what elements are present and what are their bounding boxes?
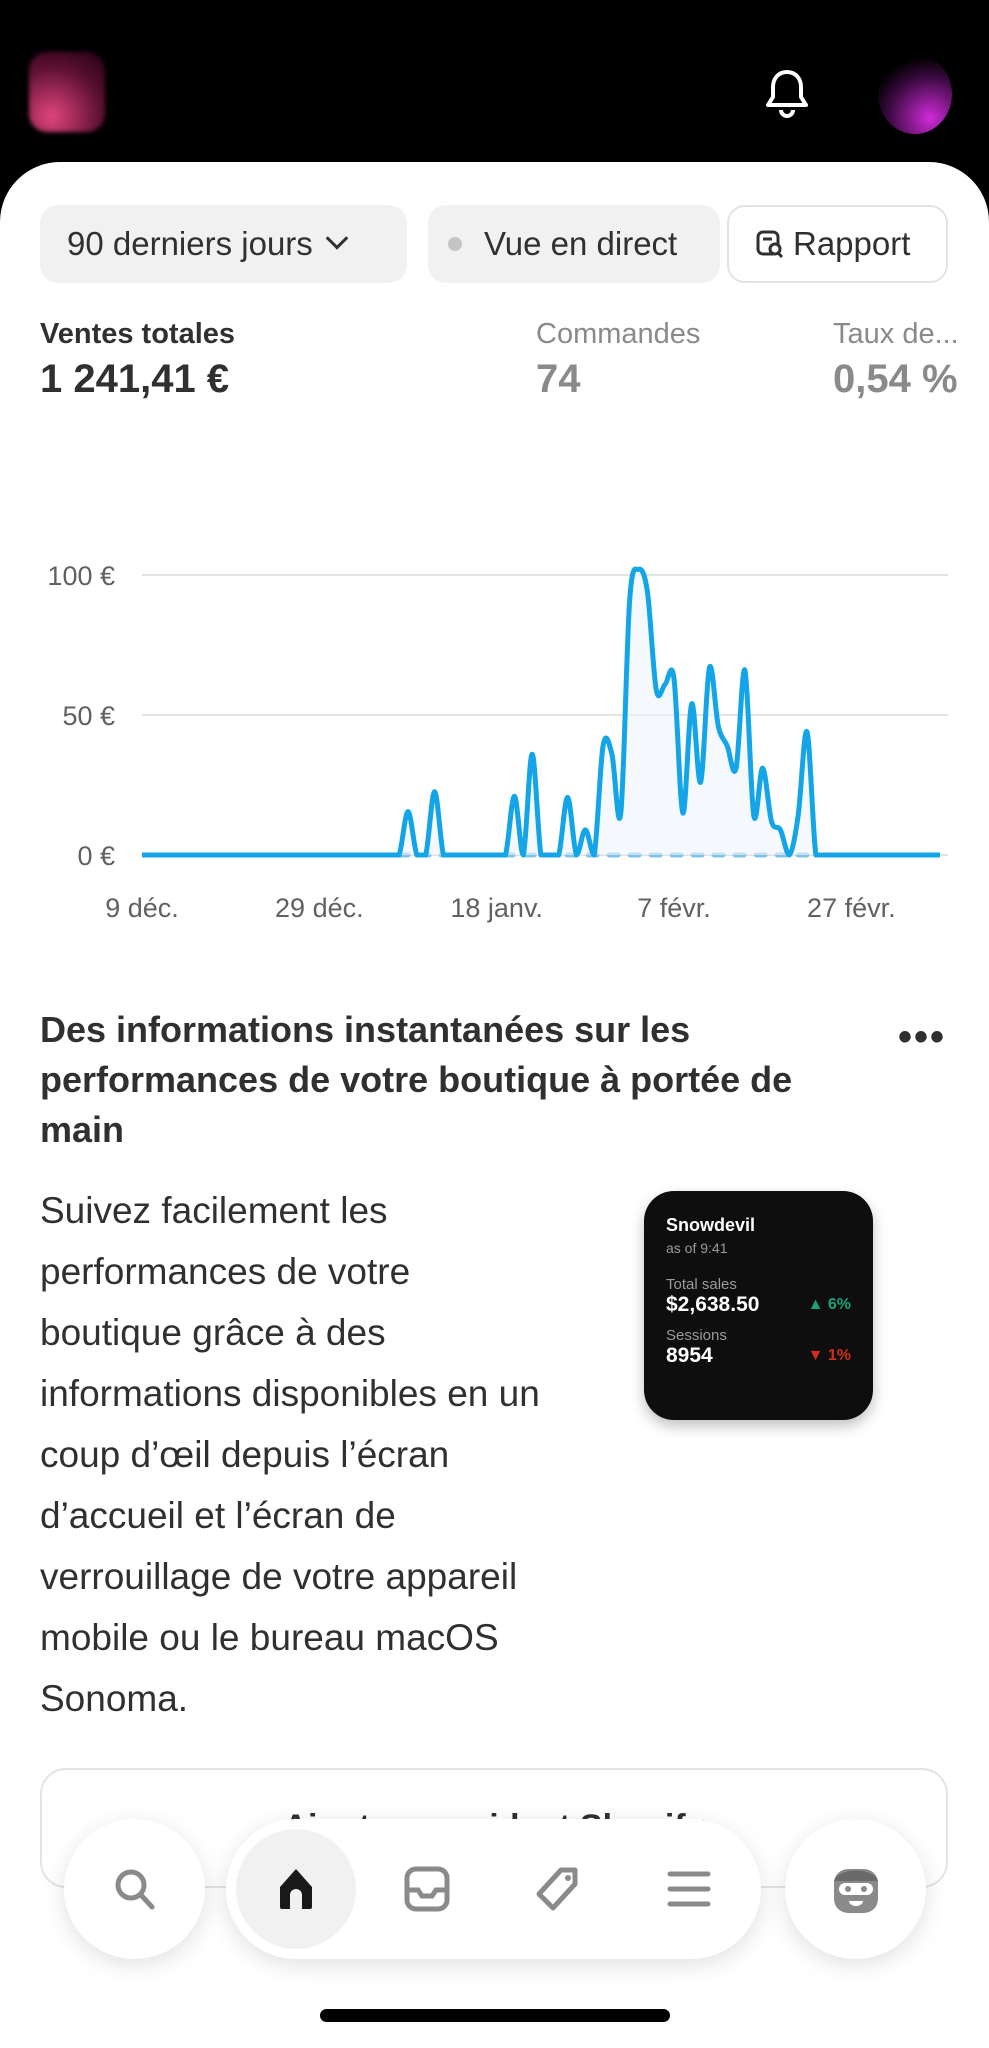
- date-range-label: 90 derniers jours: [67, 225, 313, 262]
- x-tick-label: 18 janv.: [450, 893, 543, 923]
- sidekick-icon: [833, 1869, 878, 1913]
- widget-sales-label: Total sales: [666, 1276, 737, 1293]
- x-tick-label: 7 févr.: [637, 893, 711, 923]
- home-sheet: [0, 162, 989, 2048]
- date-range-dropdown[interactable]: 90 derniers jours: [40, 205, 407, 283]
- nav-orders[interactable]: [367, 1829, 487, 1949]
- sidekick-button[interactable]: [785, 1819, 926, 1959]
- search-icon: [115, 1869, 154, 1910]
- stat-orders[interactable]: Commandes 74: [536, 318, 700, 402]
- stat-total-sales[interactable]: Ventes totales 1 241,41 €: [40, 318, 235, 402]
- sales-chart[interactable]: 0 € 50 € 100 € 9 déc. 29 déc. 18 janv. 7 févr.…: [0, 540, 989, 940]
- more-horizontal-icon[interactable]: •••: [898, 1015, 947, 1059]
- products-tag-icon: [536, 1867, 578, 1911]
- search-button[interactable]: [64, 1819, 205, 1959]
- bottom-nav: [226, 1819, 761, 1959]
- series-area: [142, 568, 940, 855]
- orders-inbox-icon: [404, 1866, 450, 1912]
- stat-label: Commandes: [536, 318, 701, 350]
- stat-value: 1 241,41 €: [40, 357, 230, 401]
- widget-sessions-change: ▼ 1%: [807, 1347, 851, 1364]
- stat-value: 74: [536, 357, 581, 401]
- live-view-label: Vue en direct: [484, 225, 678, 262]
- insight-title: Des informations instantanées sur les pe…: [40, 1009, 793, 1150]
- menu-icon: [667, 1871, 711, 1907]
- top-bar: [0, 0, 989, 170]
- nav-products[interactable]: [498, 1829, 618, 1949]
- stat-label: Ventes totales: [40, 318, 236, 350]
- insight-body: Suivez facilement les performances de vo…: [40, 1190, 540, 1719]
- store-logo[interactable]: [29, 52, 105, 132]
- home-icon: [280, 1869, 312, 1909]
- x-tick-label: 9 déc.: [105, 893, 179, 923]
- y-tick-label: 100 €: [47, 561, 115, 591]
- report-button[interactable]: Rapport: [727, 205, 948, 283]
- widget-store: Snowdevil: [666, 1215, 756, 1235]
- home-indicator: [320, 2009, 670, 2022]
- y-tick-label: 0 €: [77, 841, 115, 871]
- x-tick-label: 29 déc.: [275, 893, 364, 923]
- live-view-button[interactable]: Vue en direct: [428, 205, 720, 283]
- widget-as-of: as of 9:41: [666, 1240, 728, 1256]
- stat-label: Taux de...: [833, 318, 959, 350]
- widget-sessions-label: Sessions: [666, 1327, 727, 1344]
- y-tick-label: 50 €: [62, 701, 115, 731]
- bell-icon[interactable]: [762, 66, 812, 122]
- report-label: Rapport: [793, 225, 911, 262]
- x-tick-label: 27 févr.: [807, 893, 896, 923]
- widget-preview: Snowdevil as of 9:41 Total sales $2,638.…: [644, 1191, 873, 1420]
- stat-conversion-rate[interactable]: Taux de... 0,54 %: [833, 318, 959, 402]
- nav-home[interactable]: [236, 1829, 356, 1949]
- widget-sales-change: ▲ 6%: [807, 1296, 851, 1313]
- sales-series-line: [142, 566, 940, 858]
- stat-value: 0,54 %: [833, 357, 958, 401]
- chevron-down-icon: [325, 227, 349, 250]
- live-dot-icon: [448, 237, 462, 251]
- user-avatar[interactable]: [878, 54, 952, 134]
- nav-menu[interactable]: [629, 1829, 749, 1949]
- report-search-icon: [756, 230, 784, 259]
- widget-sessions-value: 8954: [666, 1344, 713, 1367]
- widget-sales-value: $2,638.50: [666, 1293, 760, 1316]
